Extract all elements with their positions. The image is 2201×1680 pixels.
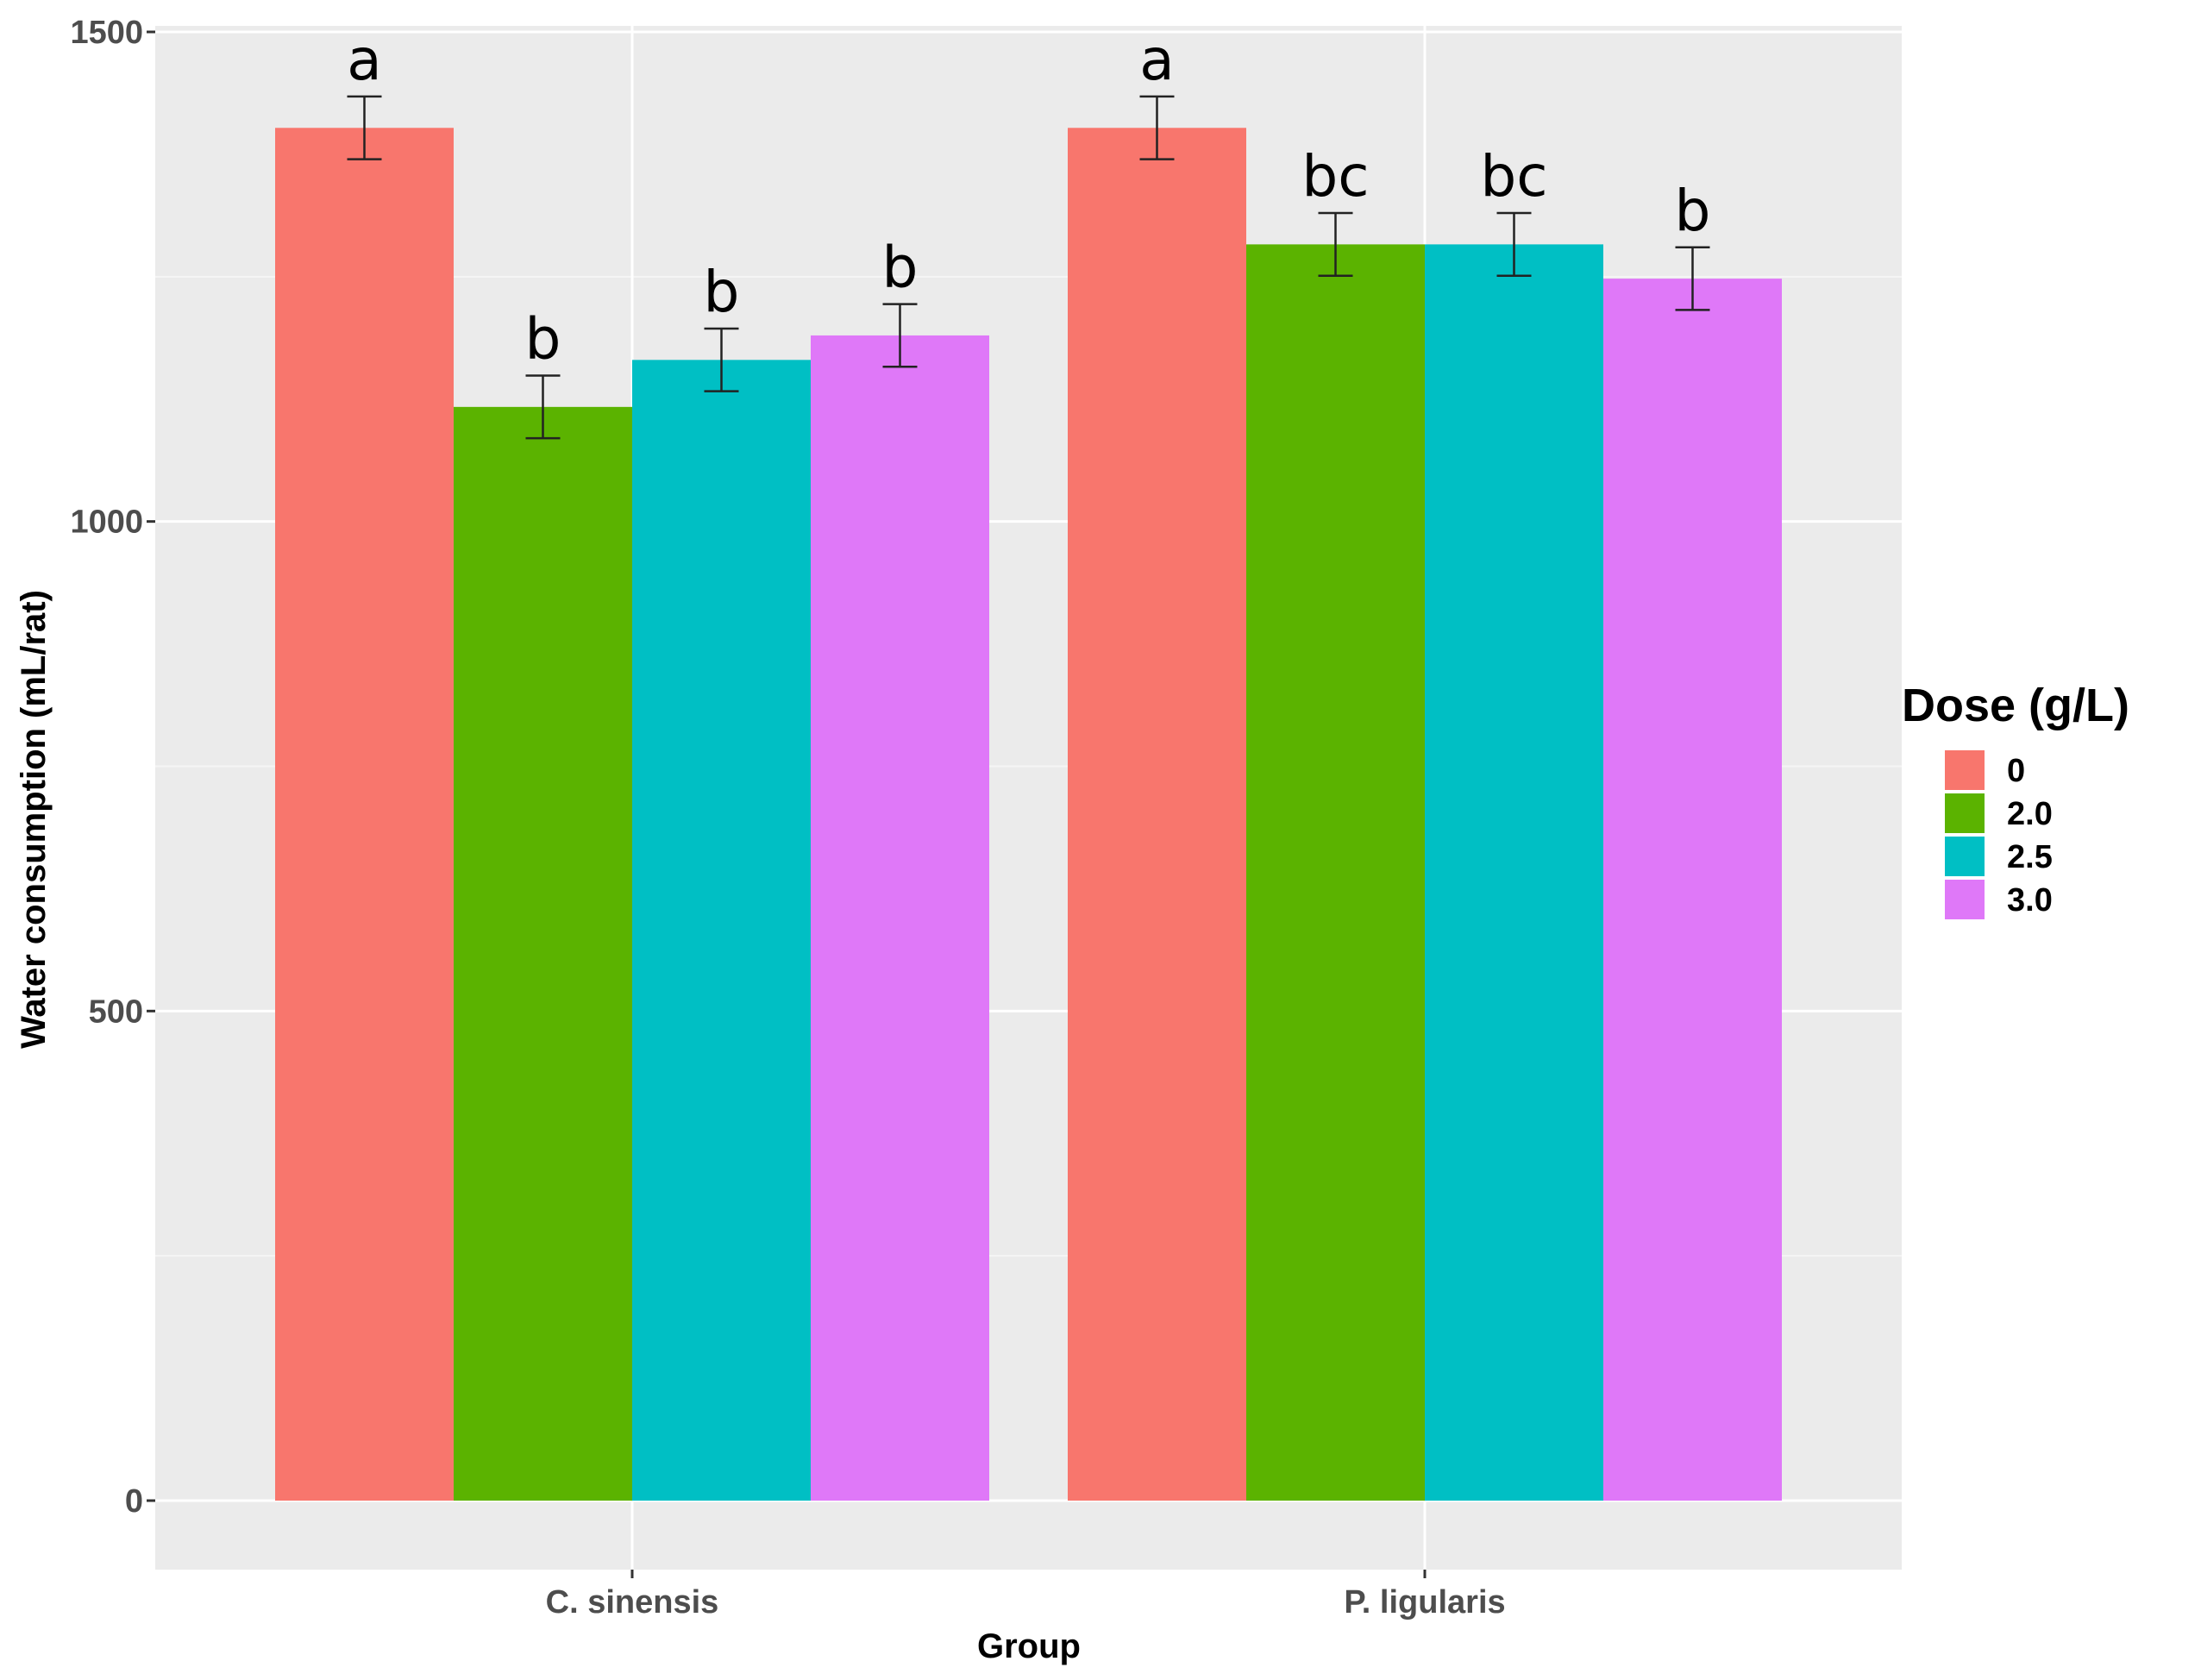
bars — [275, 128, 1782, 1501]
legend-key — [1945, 750, 1985, 790]
bar — [1603, 279, 1782, 1501]
significance-letter: b — [525, 306, 561, 373]
legend-label: 0 — [2007, 753, 2025, 789]
x-tick-label: P. ligularis — [1344, 1584, 1505, 1620]
bar — [1246, 244, 1425, 1501]
significance-letter: bc — [1301, 143, 1369, 210]
y-tick-label: 500 — [89, 994, 143, 1030]
y-axis-title: Water consumption (mL/rat) — [15, 590, 53, 1049]
legend: 0 2.0 2.5 3.0 — [1945, 750, 2053, 919]
significance-letter: bc — [1480, 143, 1547, 210]
y-tick-label: 1000 — [70, 505, 143, 541]
legend-label: 2.0 — [2007, 796, 2053, 832]
x-axis-title: Group — [977, 1627, 1081, 1665]
y-tick-label: 1500 — [70, 15, 143, 51]
bar — [1425, 244, 1603, 1501]
bar — [275, 128, 454, 1501]
error-bars — [347, 95, 1710, 440]
x-tick-label: C. sinensis — [546, 1584, 719, 1620]
significance-letter: a — [1139, 27, 1174, 93]
bar — [632, 360, 811, 1501]
x-axis-ticks: C. sinensis P. ligularis — [546, 1570, 1506, 1620]
legend-label: 2.5 — [2007, 839, 2053, 875]
legend-key — [1945, 837, 1985, 876]
legend-title: Dose (g/L) — [1902, 680, 2129, 731]
y-axis-ticks: 0 500 1000 1500 — [70, 15, 155, 1520]
significance-letter: b — [882, 235, 919, 301]
legend-label: 3.0 — [2007, 882, 2053, 918]
bar — [811, 335, 989, 1501]
y-tick-label: 0 — [125, 1483, 143, 1520]
significance-letter: a — [347, 27, 381, 93]
legend-key — [1945, 793, 1985, 833]
significance-letters: a a b bc b bc b b — [347, 27, 1710, 373]
bar — [454, 406, 632, 1501]
legend-key — [1945, 880, 1985, 919]
significance-letter: b — [1675, 178, 1711, 244]
bar — [1068, 128, 1246, 1501]
significance-letter: b — [704, 259, 740, 325]
